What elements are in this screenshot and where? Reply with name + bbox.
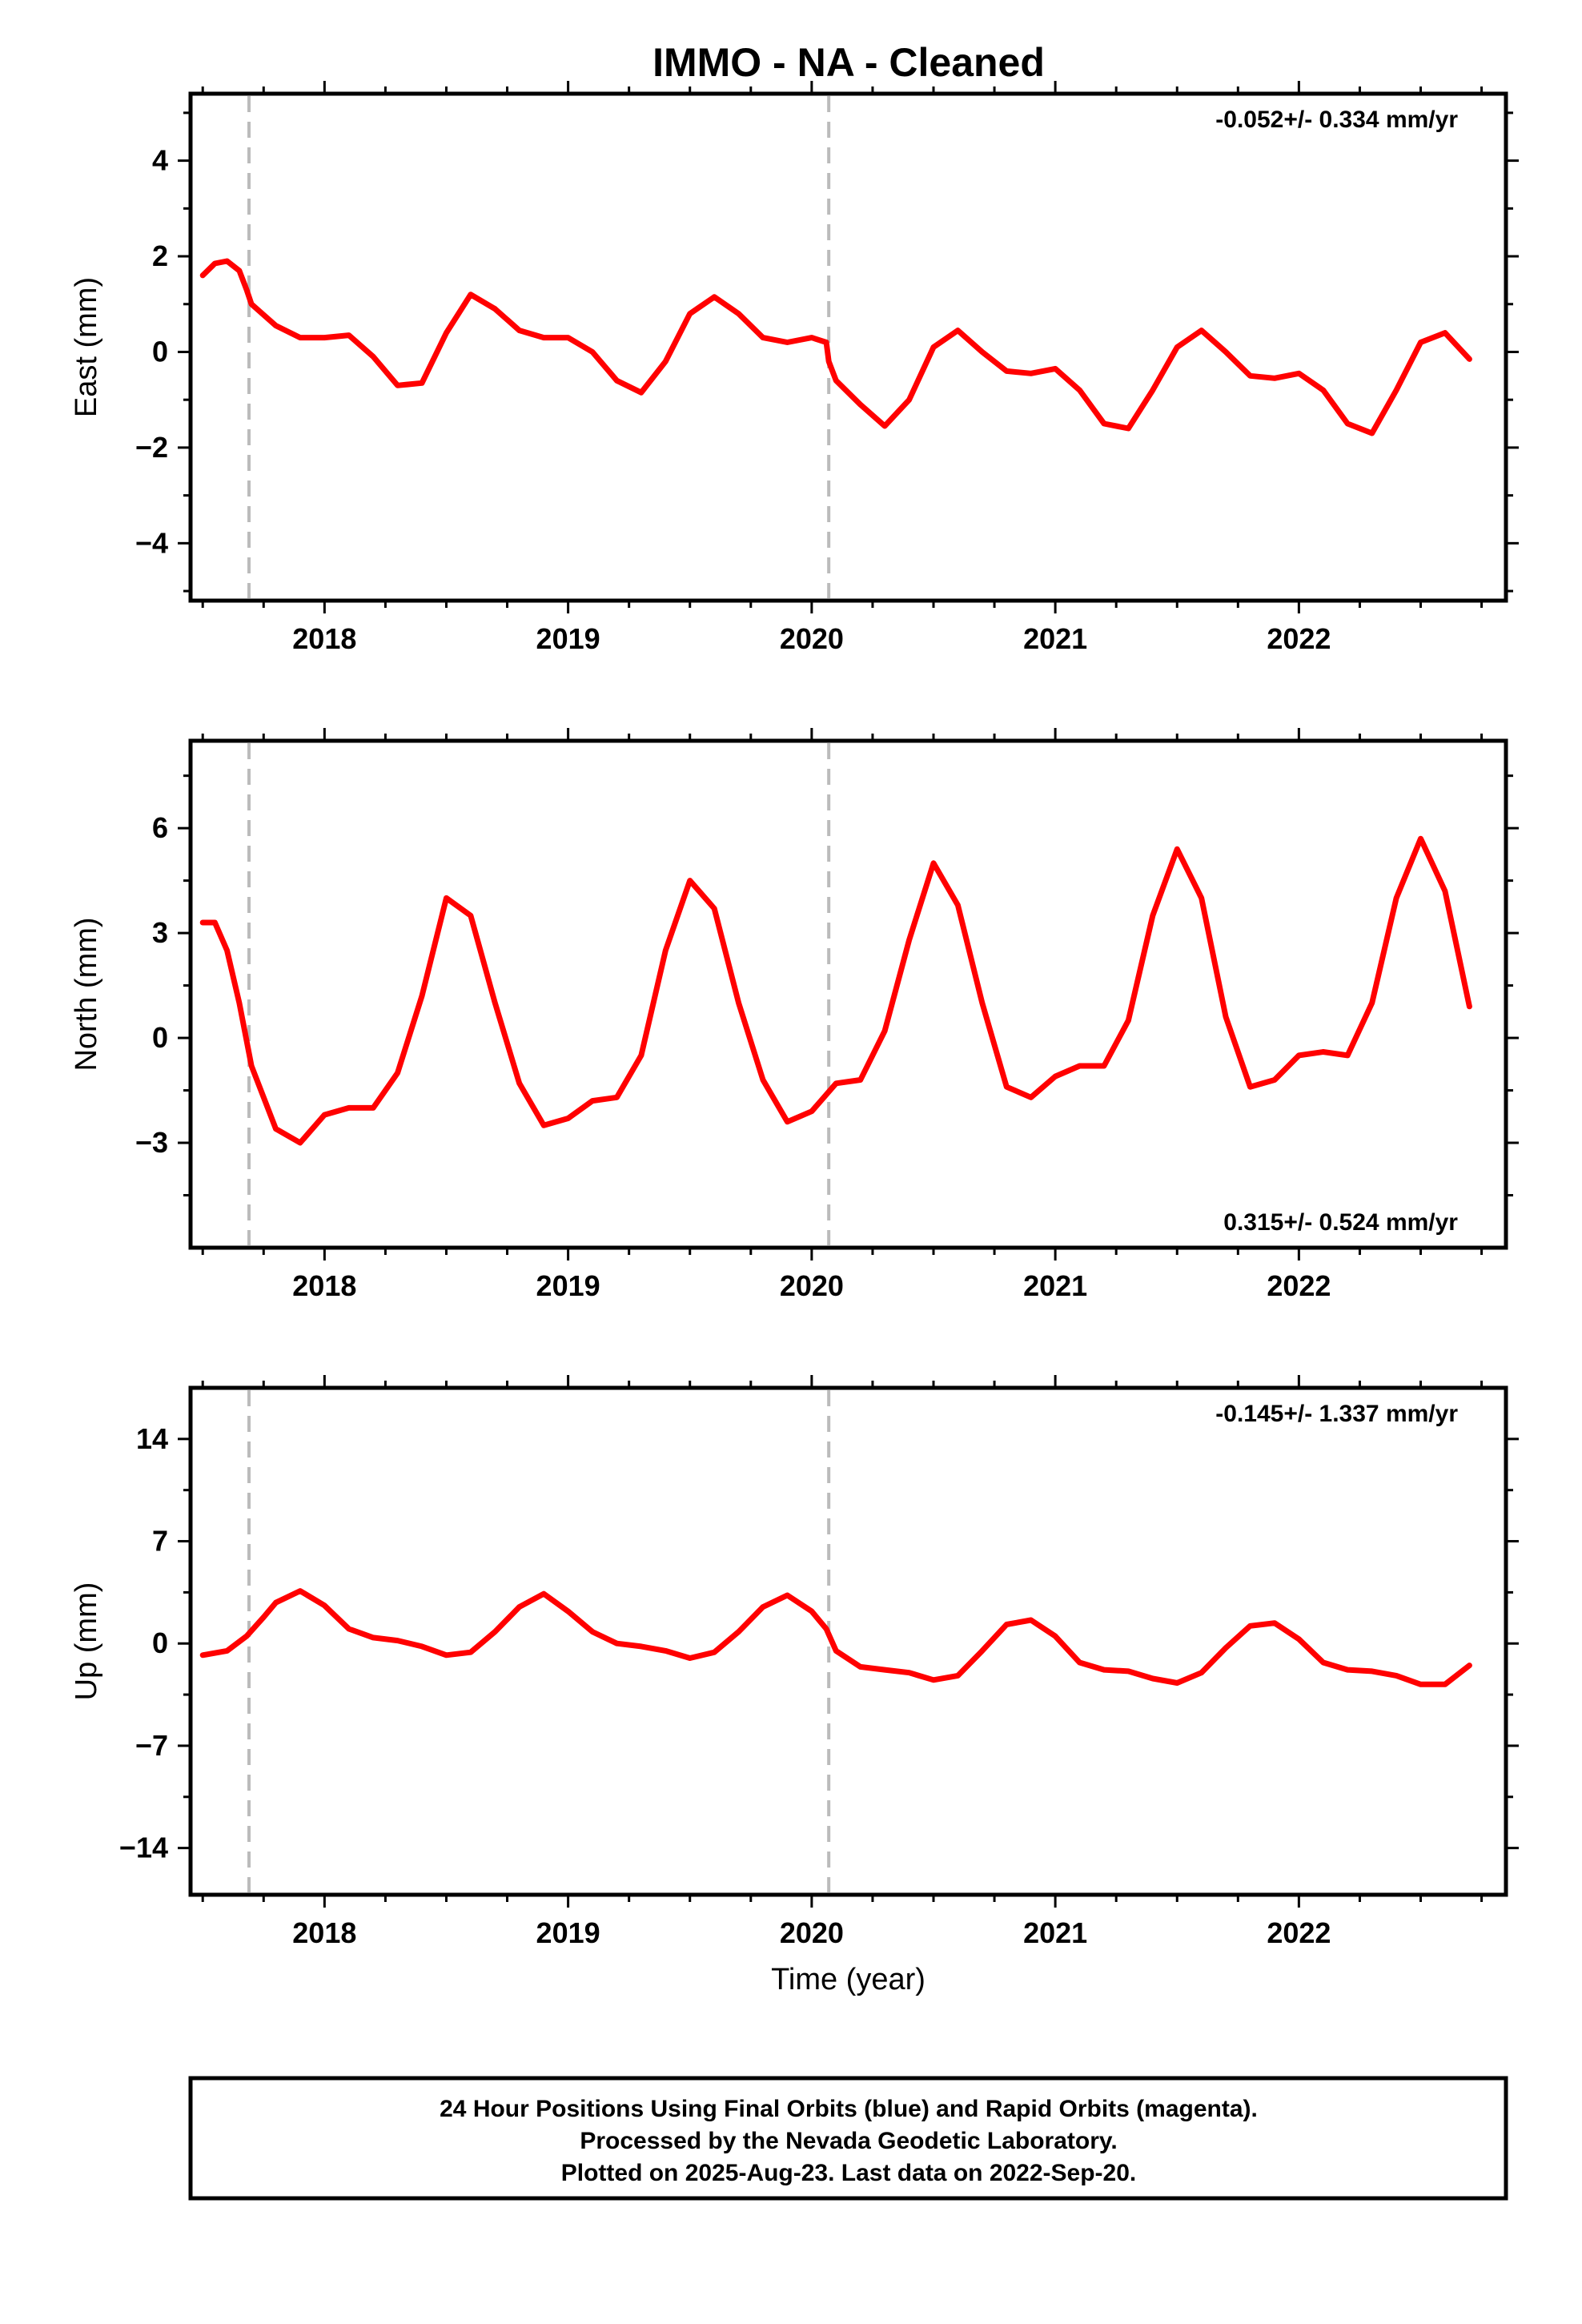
footer-box: 24 Hour Positions Using Final Orbits (bl… (188, 2076, 1508, 2201)
rate-annotation: -0.145+/- 1.337 mm/yr (1215, 1401, 1458, 1427)
y-axis-label: East (mm) (70, 277, 103, 417)
x-tick-label: 2022 (1267, 1916, 1331, 1949)
x-tick-label: 2018 (292, 1269, 356, 1302)
footer-line-2: Processed by the Nevada Geodetic Laborat… (580, 2128, 1117, 2154)
x-tick-label: 2021 (1023, 1269, 1087, 1302)
x-tick-label: 2019 (536, 1269, 600, 1302)
model-curve (199, 258, 1472, 436)
up-panel: 2018 2019 2020 2021 2022 −14 −7 0 7 14 Up (mm) Time… (70, 1375, 1519, 1996)
plot-frame (188, 1385, 1508, 1897)
y-tick-label: 6 (152, 811, 168, 844)
y-tick-label: −14 (119, 1831, 168, 1864)
footer-frame (188, 2076, 1508, 2201)
plot-frame (188, 738, 1508, 1250)
y-tick-label: −3 (135, 1126, 168, 1159)
y-axis-label: Up (mm) (70, 1582, 103, 1701)
x-tick-label: 2018 (292, 1916, 356, 1949)
footer-line-3: Plotted on 2025-Aug-23. Last data on 202… (561, 2160, 1137, 2186)
plot-frame (188, 91, 1508, 603)
y-tick-label: −2 (135, 431, 168, 464)
x-axis-label: Time (year) (771, 1963, 926, 1996)
x-tick-label: 2022 (1267, 1269, 1331, 1302)
x-tick-label: 2021 (1023, 1916, 1087, 1949)
north-panel: 2018 2019 2020 2021 2022 −3 0 3 6 North (mm) 0.315… (70, 728, 1519, 1302)
rate-annotation: -0.052+/- 0.334 mm/yr (1215, 107, 1458, 133)
y-tick-label: 0 (152, 335, 168, 368)
chart-title: IMMO - NA - Cleaned (652, 40, 1045, 85)
model-curve (199, 1588, 1472, 1687)
x-tick-label: 2019 (536, 622, 600, 655)
x-tick-label: 2020 (780, 622, 844, 655)
y-tick-label: 14 (136, 1422, 168, 1455)
y-tick-label: 0 (152, 1021, 168, 1054)
y-tick-label: 4 (152, 144, 168, 177)
x-tick-label: 2021 (1023, 622, 1087, 655)
y-tick-label: −7 (135, 1729, 168, 1762)
x-tick-label: 2020 (780, 1916, 844, 1949)
x-tick-label: 2022 (1267, 622, 1331, 655)
y-tick-label: 3 (152, 916, 168, 949)
y-tick-label: 7 (152, 1525, 168, 1558)
y-tick-label: −4 (135, 526, 168, 559)
rate-annotation: 0.315+/- 0.524 mm/yr (1223, 1209, 1458, 1236)
x-tick-label: 2019 (536, 1916, 600, 1949)
y-axis-label: North (mm) (70, 917, 103, 1071)
x-tick-label: 2018 (292, 622, 356, 655)
x-tick-label: 2020 (780, 1269, 844, 1302)
y-tick-label: 0 (152, 1626, 168, 1659)
east-panel: 2018 2019 2020 2021 2022 −4 −2 0 2 4 East (mm) -0.0… (70, 81, 1519, 655)
y-tick-label: 2 (152, 239, 168, 272)
footer-line-1: 24 Hour Positions Using Final Orbits (bl… (440, 2096, 1258, 2122)
model-curve (199, 835, 1472, 1146)
